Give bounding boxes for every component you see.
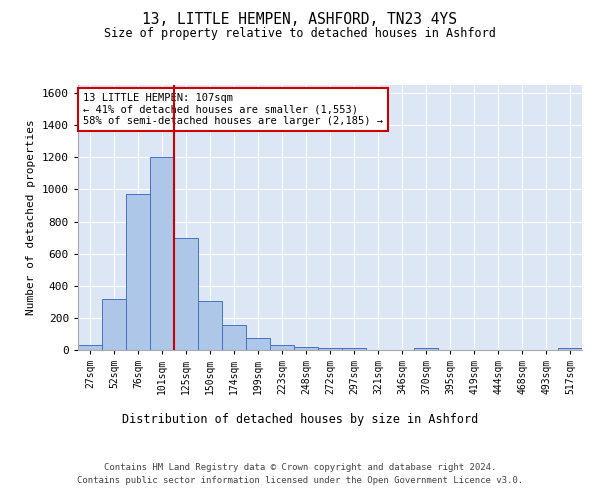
Bar [198, 301, 222, 350]
Bar [78, 345, 102, 350]
Bar [222, 325, 246, 350]
Text: Contains public sector information licensed under the Open Government Licence v3: Contains public sector information licen… [77, 476, 523, 485]
Bar [318, 348, 342, 350]
Bar [294, 347, 318, 350]
Bar [558, 348, 582, 350]
Text: Contains HM Land Registry data © Crown copyright and database right 2024.: Contains HM Land Registry data © Crown c… [104, 462, 496, 471]
Bar [126, 194, 150, 350]
Bar [414, 348, 438, 350]
Bar [174, 238, 198, 350]
Text: Size of property relative to detached houses in Ashford: Size of property relative to detached ho… [104, 28, 496, 40]
Text: 13, LITTLE HEMPEN, ASHFORD, TN23 4YS: 13, LITTLE HEMPEN, ASHFORD, TN23 4YS [143, 12, 458, 28]
Bar [246, 338, 270, 350]
Text: 13 LITTLE HEMPEN: 107sqm
← 41% of detached houses are smaller (1,553)
58% of sem: 13 LITTLE HEMPEN: 107sqm ← 41% of detach… [83, 93, 383, 126]
Bar [150, 158, 174, 350]
Y-axis label: Number of detached properties: Number of detached properties [26, 120, 37, 316]
Bar [342, 348, 366, 350]
Bar [102, 298, 126, 350]
Text: Distribution of detached houses by size in Ashford: Distribution of detached houses by size … [122, 412, 478, 426]
Bar [270, 345, 294, 350]
